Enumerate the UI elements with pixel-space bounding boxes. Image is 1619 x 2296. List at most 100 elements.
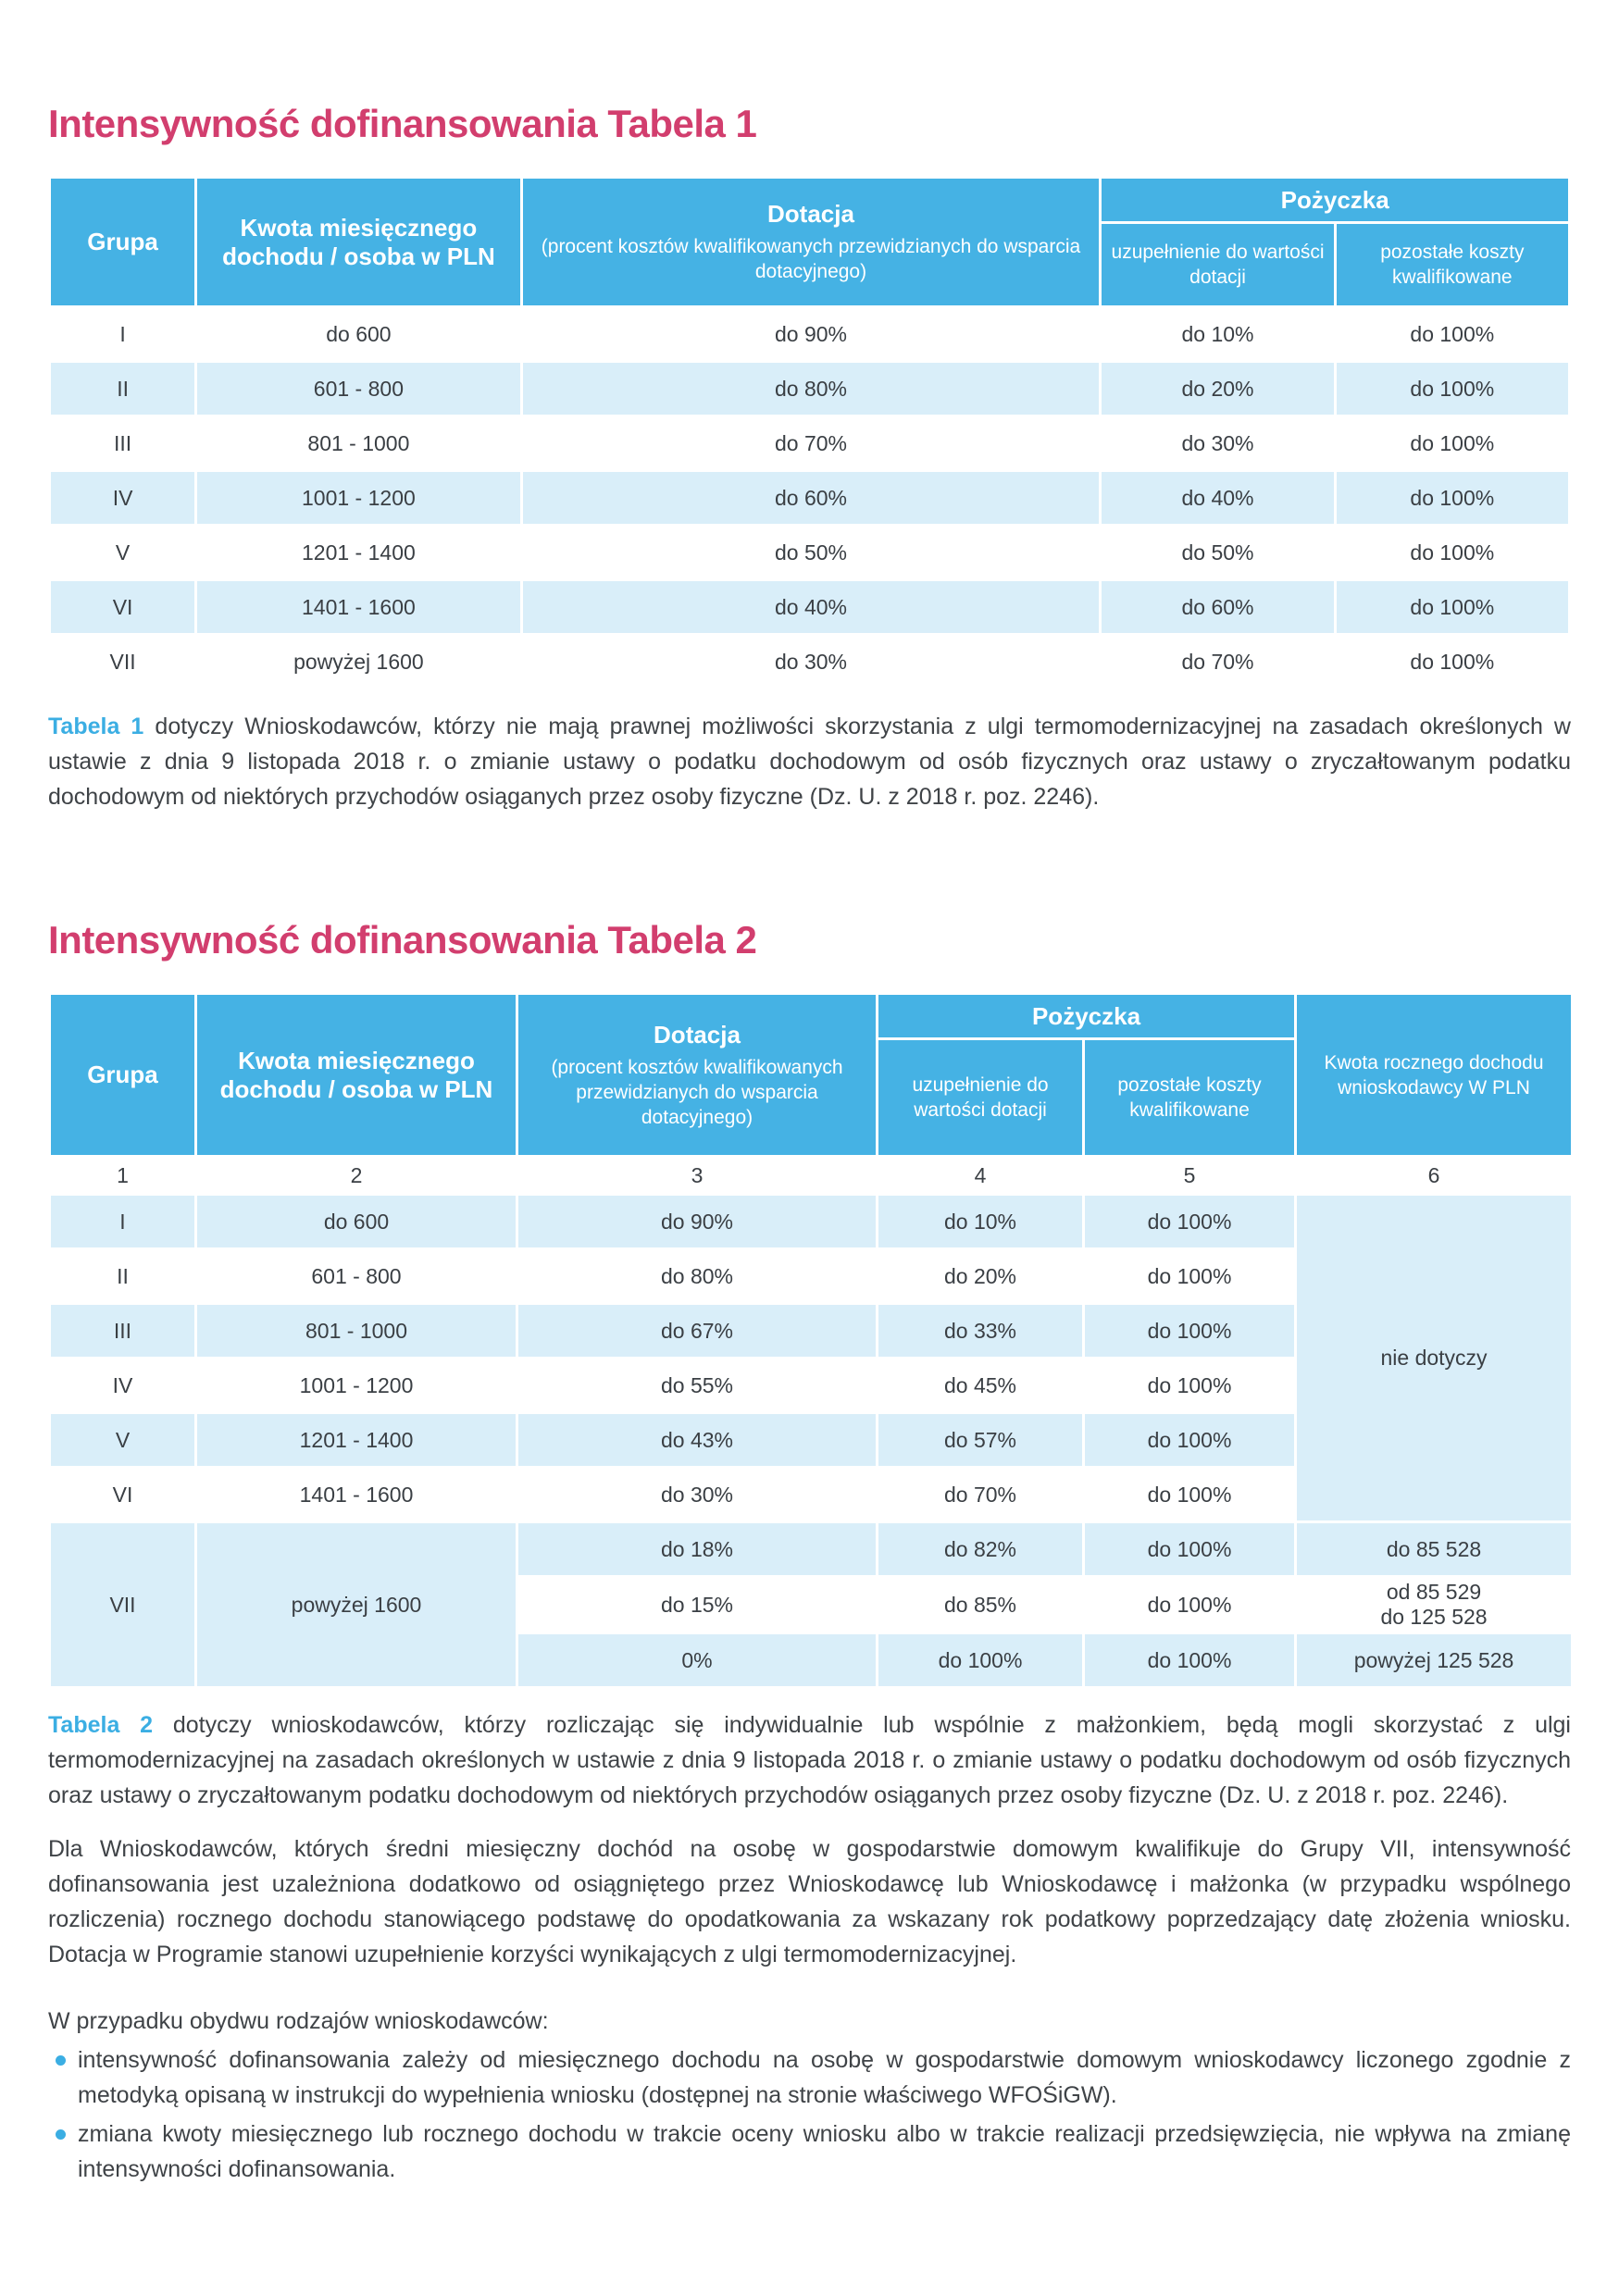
- table-cell: do 100%: [1085, 1414, 1295, 1466]
- table-row: IV 1001 - 1200 do 55% do 45% do 100%: [51, 1359, 1571, 1411]
- t1-header-grupa: Grupa: [51, 179, 195, 305]
- bullet-text: intensywność dofinansowania zależy od mi…: [78, 2047, 1571, 2108]
- table-cell: do 30%: [1181, 430, 1254, 455]
- table-cell: do 18%: [518, 1523, 876, 1575]
- table-cell: 601 - 800: [197, 363, 520, 415]
- table-cell: do 100%: [1336, 472, 1568, 524]
- table-cell: do 10%: [878, 1196, 1082, 1247]
- table1-description-text: dotyczy Wnioskodawców, którzy nie mają p…: [48, 714, 1571, 810]
- table-cell: do 100%: [1410, 321, 1495, 346]
- table-cell: II: [51, 1250, 194, 1302]
- t2-header-dotacja-sub: (procent kosztów kwalifikowanych przewid…: [551, 1056, 843, 1128]
- t2-header-pozyczka: Pożyczka: [878, 995, 1295, 1037]
- table-cell: do 70%: [774, 430, 847, 455]
- table-cell: do 60%: [1102, 581, 1334, 633]
- table-cell: I: [51, 1196, 194, 1247]
- list-item: intensywność dofinansowania zależy od mi…: [48, 2042, 1571, 2113]
- table-row: III 801 - 1000 do 67% do 33% do 100%: [51, 1305, 1571, 1357]
- table-cell: V: [51, 1414, 194, 1466]
- table-cell: do 20%: [1102, 363, 1334, 415]
- column-number: 1: [51, 1158, 194, 1193]
- t2-header-pozostale: pozostałe koszty kwalifikowane: [1085, 1040, 1295, 1155]
- both-applicants-intro: W przypadku obydwu rodzajów wnioskodawcó…: [48, 2008, 549, 2034]
- table-cell: do 82%: [878, 1523, 1082, 1575]
- column-number: 3: [518, 1158, 876, 1193]
- table-cell: powyżej 125 528: [1297, 1634, 1572, 1686]
- list-item: zmiana kwoty miesięcznego lub rocznego d…: [48, 2116, 1571, 2187]
- table-cell: do 33%: [878, 1305, 1082, 1357]
- t2-header-kwota: Kwota miesięcznego dochodu / osoba w PLN: [197, 995, 516, 1155]
- table-cell: VII: [51, 1523, 194, 1686]
- table-cell: do 40%: [522, 581, 1100, 633]
- table-cell: do 100%: [878, 1634, 1082, 1686]
- table-cell: do 600: [326, 321, 392, 346]
- table-row: V 1201 - 1400 do 43% do 57% do 100%: [51, 1414, 1571, 1466]
- table-cell: VI: [51, 1469, 194, 1520]
- column-number: 6: [1297, 1158, 1572, 1193]
- table-cell: VII: [109, 649, 136, 674]
- table-cell: do 100%: [1085, 1634, 1295, 1686]
- table-row: I do 600 do 90% do 10% do 100%: [51, 308, 1568, 360]
- table-row: I do 600 do 90% do 10% do 100% nie dotyc…: [51, 1196, 1572, 1520]
- table-row-group7: VII powyżej 1600 do 18% do 82% do 100% d…: [51, 1523, 1572, 1686]
- table2-description: Tabela 2 dotyczy wnioskodawców, którzy r…: [48, 1707, 1571, 1813]
- t1-header-dotacja-title: Dotacja: [767, 200, 854, 228]
- table1-description-label: Tabela 1: [48, 714, 144, 739]
- table1-description: Tabela 1 dotyczy Wnioskodawców, którzy n…: [48, 709, 1571, 814]
- table-cell: powyżej 1600: [293, 649, 424, 674]
- t2-header-grupa: Grupa: [51, 995, 194, 1155]
- t2-header-dotacja-title: Dotacja: [654, 1020, 741, 1049]
- table-cell: do 100%: [1085, 1359, 1295, 1411]
- table-cell: do 70%: [878, 1469, 1082, 1520]
- table-row: IV 1001 - 1200 do 60% do 40% do 100%: [51, 472, 1568, 524]
- table-cell: od 85 529 do 125 528: [1297, 1578, 1572, 1632]
- table-cell: VI: [51, 581, 195, 633]
- table-cell: do 30%: [518, 1469, 876, 1520]
- table-cell: III: [51, 1305, 194, 1357]
- t2-header-uzupelnienie: uzupełnienie do wartości dotacji: [878, 1040, 1082, 1155]
- bullet-icon: [56, 2129, 66, 2140]
- table2-description-label: Tabela 2: [48, 1712, 154, 1738]
- table-cell: do 80%: [522, 363, 1100, 415]
- table-cell: 1001 - 1200: [197, 1359, 516, 1411]
- table-cell: do 100%: [1085, 1305, 1295, 1357]
- table-cell: do 85 528: [1297, 1523, 1572, 1575]
- table-cell: do 100%: [1336, 581, 1568, 633]
- table-cell: do 55%: [518, 1359, 876, 1411]
- table-cell: I: [119, 321, 126, 346]
- table-2: Grupa Kwota miesięcznego dochodu / osoba…: [48, 992, 1574, 1689]
- t1-header-pozostale: pozostałe koszty kwalifikowane: [1336, 224, 1568, 305]
- table-cell: do 600: [197, 1196, 516, 1247]
- table2-subheader-row: uzupełnienie do wartości dotacji pozosta…: [51, 1040, 1571, 1155]
- table-cell: do 50%: [774, 540, 847, 565]
- table-cell: do 15%: [518, 1578, 876, 1632]
- column-number: 4: [878, 1158, 1082, 1193]
- table-cell: do 57%: [878, 1414, 1082, 1466]
- table-cell: 1401 - 1600: [197, 581, 520, 633]
- t1-header-kwota: Kwota miesięcznego dochodu / osoba w PLN: [197, 179, 520, 305]
- group7-description: Dla Wnioskodawców, których średni miesię…: [48, 1836, 1571, 1967]
- table-cell: do 90%: [774, 321, 847, 346]
- table-cell: do 100%: [1085, 1469, 1295, 1520]
- table1-subheader-row: uzupełnienie do wartości dotacji pozosta…: [51, 224, 1568, 305]
- table-row-group7: do 15% do 85% do 100% od 85 529 do 125 5…: [51, 1578, 1572, 1632]
- table-row: II 601 - 800 do 80% do 20% do 100%: [51, 363, 1568, 415]
- t2-header-kwota-roczna: Kwota rocznego dochodu wnioskodawcy W PL…: [1297, 995, 1572, 1155]
- table-row: II 601 - 800 do 80% do 20% do 100%: [51, 1250, 1571, 1302]
- t1-header-dotacja: Dotacja (procent kosztów kwalifikowanych…: [522, 179, 1100, 305]
- table2-title: Intensywność dofinansowania Tabela 2: [48, 918, 757, 962]
- table2-header-row: Grupa Kwota miesięcznego dochodu / osoba…: [51, 995, 1572, 1155]
- table-cell: do 100%: [1085, 1250, 1295, 1302]
- table-cell: do 10%: [1181, 321, 1254, 346]
- t1-header-dotacja-sub: (procent kosztów kwalifikowanych przewid…: [541, 236, 1081, 282]
- table-cell: do 70%: [1181, 649, 1254, 674]
- table-cell: do 50%: [1181, 540, 1254, 565]
- table-cell: 1201 - 1400: [302, 540, 416, 565]
- table-1: Grupa Kwota miesięcznego dochodu / osoba…: [48, 176, 1571, 690]
- table-cell: do 100%: [1410, 540, 1495, 565]
- table-cell: do 90%: [518, 1196, 876, 1247]
- table-cell: III: [114, 430, 132, 455]
- table-row: VII powyżej 1600 do 30% do 70% do 100%: [51, 636, 1568, 688]
- table-cell: II: [51, 363, 195, 415]
